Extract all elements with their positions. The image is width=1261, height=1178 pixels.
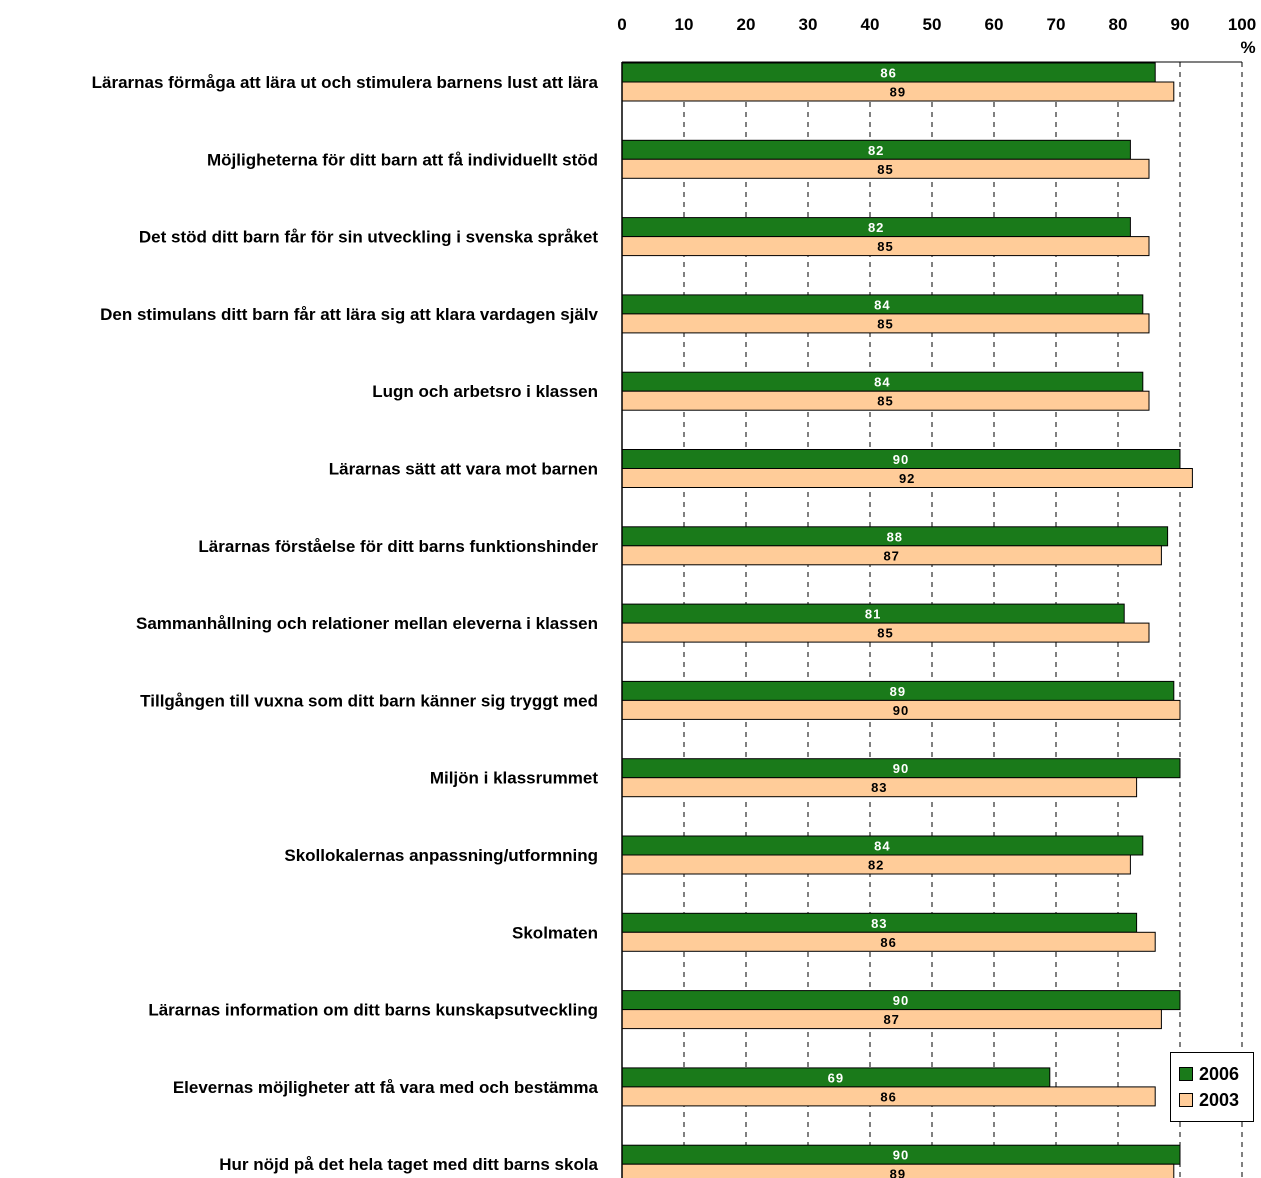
data-label-2006-7: 81	[865, 607, 881, 622]
category-label-0: Lärarnas förmåga att lära ut och stimule…	[92, 73, 599, 92]
data-label-2006-1: 82	[868, 143, 884, 158]
data-label-2006-4: 84	[874, 375, 890, 390]
legend: 2006 2003	[1170, 1052, 1254, 1122]
data-label-2006-14: 90	[893, 1148, 909, 1163]
x-axis-ticks: 0 10 20 30 40 50 60 70 80 90 100%	[617, 15, 1256, 57]
data-label-2006-3: 84	[874, 297, 890, 312]
legend-entry-2006: 2006	[1179, 1061, 1253, 1087]
data-label-2003-5: 92	[899, 471, 915, 486]
category-label-10: Skollokalernas anpassning/utformning	[284, 846, 598, 865]
data-label-2003-3: 85	[877, 316, 893, 331]
data-label-2006-9: 90	[893, 761, 909, 776]
data-label-2006-6: 88	[887, 529, 903, 544]
tick-label-70: 70	[1047, 15, 1066, 34]
data-label-2003-9: 83	[871, 780, 887, 795]
tick-label-10: 10	[675, 15, 694, 34]
category-label-12: Lärarnas information om ditt barns kunsk…	[148, 1001, 598, 1020]
data-label-2006-11: 83	[871, 916, 887, 931]
data-label-2003-10: 82	[868, 858, 884, 873]
data-label-2006-8: 89	[890, 684, 906, 699]
tick-label-0: 0	[617, 15, 626, 34]
data-label-2003-6: 87	[883, 548, 899, 563]
category-label-13: Elevernas möjligheter att få vara med oc…	[173, 1078, 599, 1097]
legend-swatch-2003	[1179, 1093, 1193, 1107]
tick-label-50: 50	[923, 15, 942, 34]
category-label-6: Lärarnas förståelse för ditt barns funkt…	[198, 537, 598, 556]
category-label-14: Hur nöjd på det hela taget med ditt barn…	[219, 1155, 598, 1174]
data-label-2003-2: 85	[877, 239, 893, 254]
legend-swatch-2006	[1179, 1067, 1193, 1081]
bars: 86 89 82 85 82 85 84 85 84 85 90 92 88 87 81 85 89 90 90 83…	[621, 62, 1193, 1178]
category-label-7: Sammanhållning och relationer mellan ele…	[136, 614, 598, 633]
data-label-2003-1: 85	[877, 162, 893, 177]
tick-label-40: 40	[861, 15, 880, 34]
legend-label-2006: 2006	[1199, 1063, 1240, 1084]
data-label-2003-0: 89	[890, 85, 906, 100]
category-label-1: Möjligheterna för ditt barn att få indiv…	[207, 150, 598, 169]
category-label-11: Skolmaten	[512, 923, 598, 942]
data-label-2006-12: 90	[893, 993, 909, 1008]
data-label-2006-10: 84	[874, 839, 890, 854]
data-label-2006-0: 86	[880, 66, 896, 81]
axes	[621, 61, 1243, 1178]
tick-label-90: 90	[1171, 15, 1190, 34]
tick-label-100: 100	[1228, 15, 1256, 34]
category-label-5: Lärarnas sätt att vara mot barnen	[329, 460, 598, 479]
data-label-2003-11: 86	[880, 935, 896, 950]
legend-label-2003: 2003	[1199, 1089, 1240, 1110]
data-label-2006-13: 69	[828, 1070, 844, 1085]
data-label-2003-13: 86	[880, 1089, 896, 1104]
category-label-8: Tillgången till vuxna som ditt barn känn…	[140, 691, 598, 710]
unit-label: %	[1240, 38, 1255, 57]
legend-entry-2003: 2003	[1179, 1087, 1253, 1113]
data-label-2003-8: 90	[893, 703, 909, 718]
category-label-4: Lugn och arbetsro i klassen	[372, 382, 598, 401]
data-label-2006-2: 82	[868, 220, 884, 235]
category-label-9: Miljön i klassrummet	[430, 769, 598, 788]
tick-label-20: 20	[737, 15, 756, 34]
data-label-2003-14: 89	[890, 1167, 906, 1178]
data-label-2003-7: 85	[877, 626, 893, 641]
data-label-2003-12: 87	[883, 1012, 899, 1027]
category-label-2: Det stöd ditt barn får för sin utvecklin…	[139, 228, 598, 247]
category-labels: Lärarnas förmåga att lära ut och stimule…	[92, 73, 599, 1174]
tick-label-80: 80	[1109, 15, 1128, 34]
tick-label-60: 60	[985, 15, 1004, 34]
category-label-3: Den stimulans ditt barn får att lära sig…	[100, 305, 598, 324]
tick-label-30: 30	[799, 15, 818, 34]
data-label-2006-5: 90	[893, 452, 909, 467]
data-label-2003-4: 85	[877, 394, 893, 409]
